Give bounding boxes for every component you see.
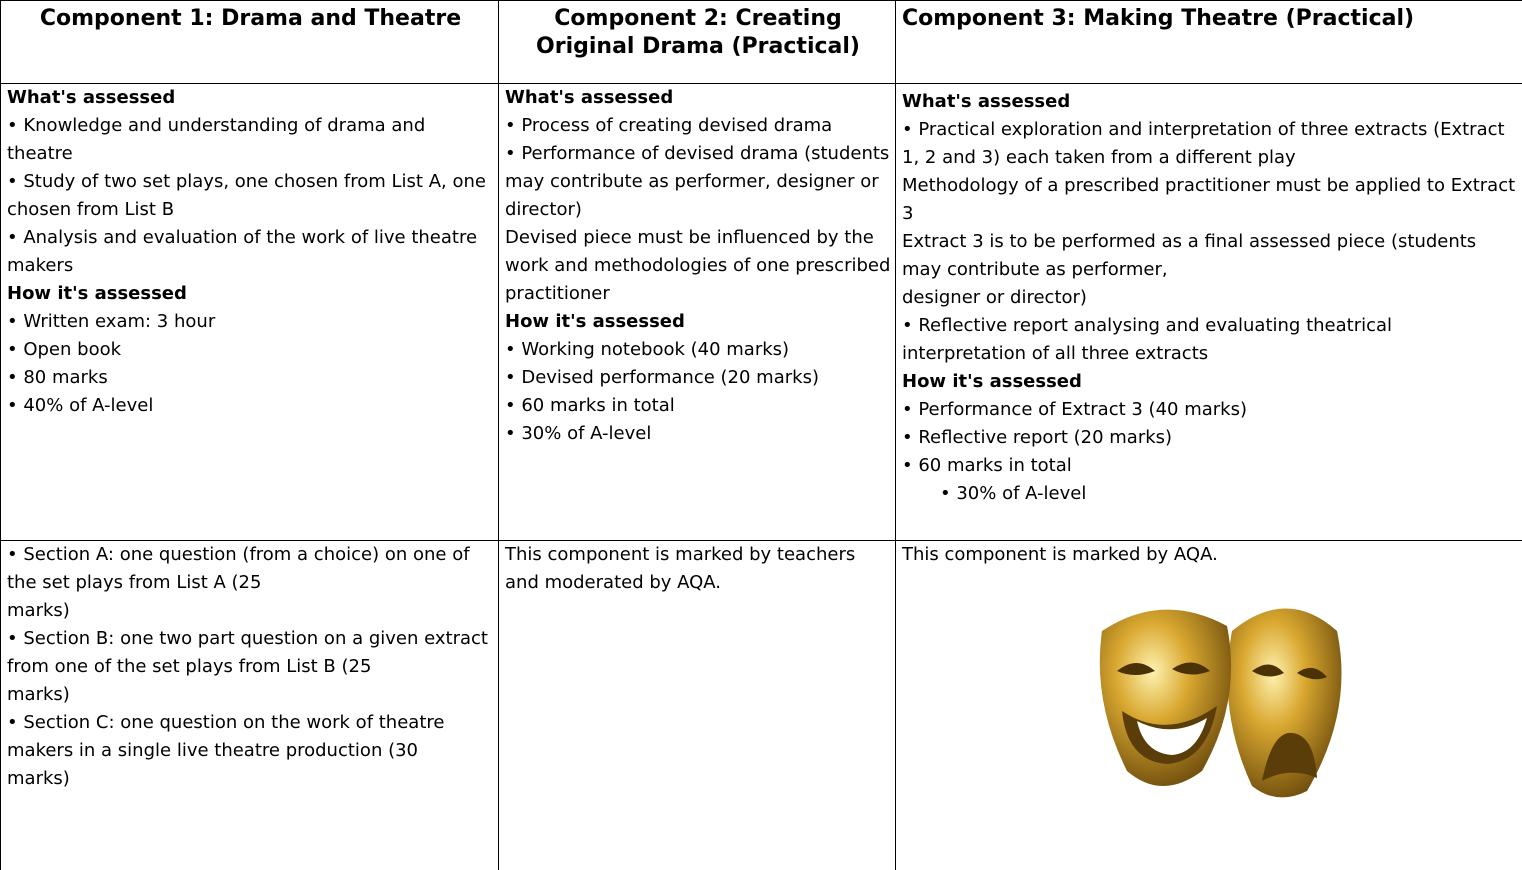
text-line: marks) — [7, 768, 70, 789]
cell-content: What's assessed • Practical exploration a… — [902, 88, 1518, 508]
list-item: Methodology of a prescribed practitioner… — [902, 175, 1516, 224]
list-item: • Performance of devised drama (students… — [505, 143, 890, 220]
happy-mask — [1099, 609, 1232, 786]
text-line: • Section C: one question on the work of… — [7, 712, 445, 761]
list-item: • Reflective report analysing and evalua… — [902, 315, 1393, 364]
text-line: marks) — [7, 684, 70, 705]
list-item: • Analysis and evaluation of the work of… — [7, 227, 478, 276]
cell-content: What's assessed • Knowledge and understan… — [7, 84, 494, 420]
list-item: • Process of creating devised drama — [505, 115, 833, 136]
assessment-row: What's assessed • Knowledge and understan… — [0, 83, 1522, 541]
cell-content: This component is marked by AQA. — [902, 541, 1518, 569]
section-heading: What's assessed — [902, 91, 1071, 112]
list-item: • Devised performance (20 marks) — [505, 367, 819, 388]
header-cell: Component 2: Creating Original Drama (Pr… — [498, 0, 896, 84]
section-heading: How it's assessed — [505, 311, 685, 332]
section-heading: How it's assessed — [7, 283, 187, 304]
list-item: • 60 marks in total — [505, 395, 675, 416]
list-item: • 30% of A-level — [505, 423, 652, 444]
cell: What's assessed • Practical exploration a… — [895, 83, 1522, 541]
cell: This component is marked by teachers and… — [498, 540, 896, 870]
cell: • Section A: one question (from a choice… — [0, 540, 499, 870]
text-line: This component is marked by teachers and… — [505, 544, 856, 593]
list-item: • Study of two set plays, one chosen fro… — [7, 171, 486, 220]
header-cell: Component 1: Drama and Theatre — [0, 0, 499, 84]
detail-row: • Section A: one question (from a choice… — [0, 540, 1522, 870]
cell: What's assessed • Process of creating dev… — [498, 83, 896, 541]
list-item: • Written exam: 3 hour — [7, 311, 216, 332]
cell-content: What's assessed • Process of creating dev… — [505, 84, 891, 448]
header-cell: Component 3: Making Theatre (Practical) — [895, 0, 1522, 84]
list-item: • Performance of Extract 3 (40 marks) — [902, 399, 1247, 420]
section-heading: What's assessed — [505, 87, 674, 108]
cell: What's assessed • Knowledge and understan… — [0, 83, 499, 541]
text-line: marks) — [7, 600, 70, 621]
theatre-masks-image — [1099, 608, 1342, 798]
list-item: • 40% of A-level — [7, 395, 154, 416]
sad-mask — [1227, 608, 1342, 798]
list-item: designer or director) — [902, 287, 1087, 308]
text-line: • Section A: one question (from a choice… — [7, 544, 470, 593]
list-item: Extract 3 is to be performed as a final … — [902, 231, 1477, 280]
text-line: • Section B: one two part question on a … — [7, 628, 488, 677]
cell: This component is marked by AQA. — [895, 540, 1522, 870]
list-item: • 80 marks — [7, 367, 108, 388]
list-item: • Reflective report (20 marks) — [902, 427, 1173, 448]
list-item: Devised piece must be influenced by the … — [505, 227, 891, 304]
cell-content: This component is marked by teachers and… — [505, 541, 891, 597]
list-item: • 60 marks in total — [902, 455, 1072, 476]
list-item: • 30% of A-level — [940, 483, 1087, 504]
section-heading: How it's assessed — [902, 371, 1082, 392]
list-item: • Practical exploration and interpretati… — [902, 119, 1505, 168]
header-row: Component 1: Drama and Theatre Component… — [0, 0, 1522, 84]
text-line: This component is marked by AQA. — [902, 544, 1218, 565]
section-heading: What's assessed — [7, 87, 176, 108]
list-item: • Open book — [7, 339, 122, 360]
cell-content: • Section A: one question (from a choice… — [7, 541, 494, 793]
list-item: • Working notebook (40 marks) — [505, 339, 790, 360]
list-item: • Knowledge and understanding of drama a… — [7, 115, 426, 164]
